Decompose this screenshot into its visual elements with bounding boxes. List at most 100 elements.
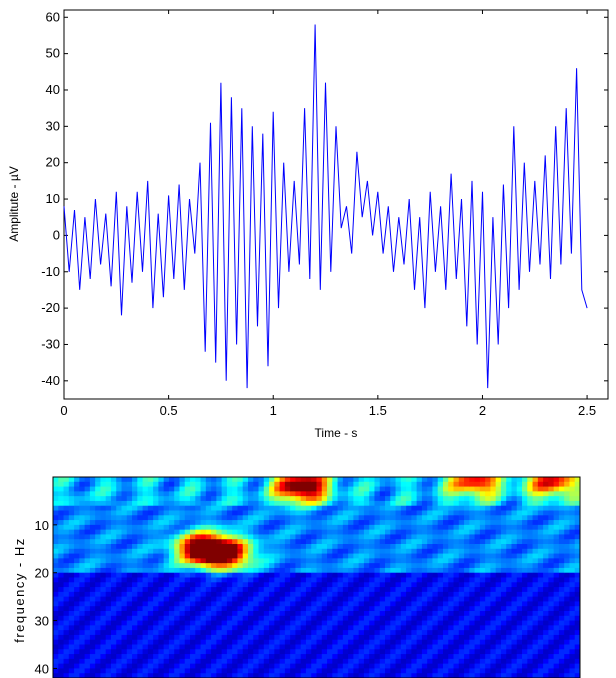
- spectrogram-cell: [89, 668, 96, 674]
- spectrogram-cell: [548, 563, 555, 569]
- spectrogram-cell: [311, 630, 318, 636]
- spectrogram-cell: [295, 520, 302, 526]
- spectrogram-cell: [190, 524, 196, 531]
- spectrogram-cell: [132, 591, 138, 598]
- spectrogram-cell: [253, 558, 260, 564]
- spectrogram-cell: [369, 644, 376, 650]
- spectrogram-cell: [247, 481, 254, 488]
- spectrogram-cell: [458, 611, 465, 617]
- spectrogram-cell: [342, 567, 349, 574]
- spectrogram-cell: [163, 505, 170, 512]
- spectrogram-cell: [511, 577, 518, 583]
- spectrogram-cell: [448, 649, 455, 655]
- spectrogram-cell: [63, 567, 70, 574]
- spectrogram-cell: [474, 477, 481, 483]
- spectrogram-cell: [221, 500, 228, 507]
- spectrogram-cell: [84, 615, 91, 622]
- spectrogram-cell: [95, 567, 102, 574]
- spectrogram-cell: [200, 606, 207, 612]
- spectrogram-cell: [168, 673, 175, 678]
- spectrogram-cell: [95, 510, 102, 516]
- spectrogram-cell: [469, 567, 476, 574]
- spectrogram-cell: [558, 481, 565, 488]
- spectrogram-cell: [216, 534, 223, 540]
- spectrogram-cell: [490, 639, 497, 646]
- spectrogram-cell: [379, 548, 386, 555]
- spectrogram-cell: [147, 553, 154, 559]
- spectrogram-cell: [485, 654, 492, 660]
- spectrogram-cell: [232, 620, 239, 626]
- spectrogram-cell: [500, 654, 507, 660]
- y-axis-label: Amplitute - µV: [7, 166, 21, 242]
- spectrogram-cell: [522, 654, 528, 660]
- spectrogram-cell: [564, 491, 571, 497]
- spectrogram-cell: [279, 553, 286, 559]
- spectrogram-cell: [390, 558, 397, 564]
- spectrogram-cell: [337, 625, 344, 631]
- spectrogram-cell: [337, 615, 344, 622]
- spectrogram-cell: [437, 611, 444, 617]
- spectrogram-cell: [385, 601, 391, 607]
- spectrogram-cell: [179, 625, 186, 631]
- spectrogram-cell: [258, 658, 265, 665]
- spectrogram-cell: [569, 601, 576, 607]
- spectrogram-cell: [490, 553, 497, 559]
- spectrogram-cell: [89, 634, 96, 641]
- spectrogram-cell: [221, 649, 228, 655]
- spectrogram-cell: [311, 500, 318, 507]
- spectrogram-cell: [543, 548, 549, 555]
- spectrogram-cell: [126, 587, 133, 593]
- spectrogram-cell: [469, 496, 476, 502]
- spectrogram-cell: [63, 577, 70, 583]
- spectrogram-cell: [168, 524, 175, 531]
- spectrogram-cell: [358, 663, 365, 670]
- spectrogram-cell: [363, 477, 370, 483]
- spectrogram-cell: [363, 572, 370, 579]
- spectrogram-cell: [395, 572, 402, 579]
- spectrogram-cell: [263, 510, 270, 516]
- spectrogram-cell: [168, 644, 175, 650]
- spectrogram-cell: [321, 553, 328, 559]
- spectrogram-cell: [95, 649, 102, 655]
- spectrogram-cell: [205, 496, 212, 502]
- spectrogram-cell: [427, 639, 434, 646]
- spectrogram-cell: [506, 477, 513, 483]
- spectrogram-cell: [453, 477, 460, 483]
- spectrogram-cell: [190, 582, 196, 588]
- spectrogram-cell: [116, 654, 123, 660]
- spectrogram-cell: [479, 668, 486, 674]
- spectrogram-cell: [332, 591, 339, 598]
- spectrogram-cell: [184, 625, 191, 631]
- spectrogram-cell: [216, 553, 223, 559]
- spectrogram-cell: [74, 486, 80, 492]
- spectrogram-cell: [416, 539, 423, 545]
- spectrogram-cell: [247, 601, 254, 607]
- spectrogram-cell: [195, 558, 202, 564]
- spectrogram-cell: [216, 577, 223, 583]
- spectrogram-cell: [232, 558, 239, 564]
- spectrogram-cell: [458, 639, 465, 646]
- spectrogram-cell: [469, 477, 476, 483]
- spectrogram-cell: [358, 477, 365, 483]
- spectrogram-cell: [247, 496, 254, 502]
- spectrogram-cell: [295, 515, 302, 521]
- spectrogram-cell: [232, 601, 239, 607]
- spectrogram-cell: [195, 477, 202, 483]
- spectrogram-cell: [558, 500, 565, 507]
- spectrogram-cell: [221, 615, 228, 622]
- spectrogram-cell: [132, 611, 138, 617]
- spectrogram-cell: [253, 567, 260, 574]
- spectrogram-cell: [232, 615, 239, 622]
- spectrogram-cell: [253, 673, 260, 678]
- spectrogram-cell: [416, 563, 423, 569]
- spectrogram-cell: [95, 572, 102, 579]
- spectrogram-cell: [390, 634, 397, 641]
- spectrogram-cell: [348, 481, 354, 488]
- spectrogram-cell: [284, 649, 291, 655]
- spectrogram-cell: [321, 663, 328, 670]
- spectrogram-cell: [427, 668, 434, 674]
- spectrogram-cell: [226, 649, 233, 655]
- spectrogram-cell: [279, 577, 286, 583]
- spectrogram-cell: [369, 510, 376, 516]
- spectrogram-cell: [348, 496, 354, 502]
